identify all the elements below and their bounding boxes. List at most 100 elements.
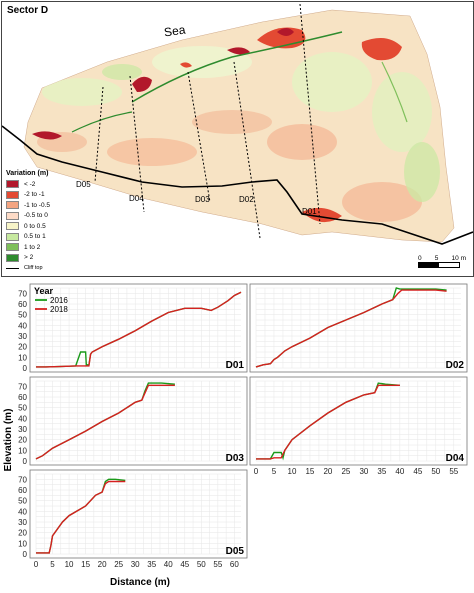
y-axis-title: Elevation (m) <box>3 409 14 472</box>
scale-bar: 0 5 10 m <box>418 255 466 268</box>
x-tick-label: 25 <box>114 560 123 569</box>
map-title: Sector D <box>7 5 49 16</box>
panel-frame <box>29 469 248 559</box>
x-tick-label: 25 <box>341 467 350 476</box>
legend-label: -0.5 to 0 <box>24 212 48 220</box>
legend-swatch <box>6 253 19 262</box>
map-frame: Sector D Sea D05 D04 D03 D02 D01 Variati… <box>1 1 474 277</box>
series-line-2018 <box>36 291 242 368</box>
panel-label: D05 <box>226 546 245 557</box>
legend-label: 0.5 to 1 <box>24 233 46 241</box>
legend-item: 1 to 2 <box>6 242 50 253</box>
y-tick-label: 70 <box>18 382 27 391</box>
x-tick-label: 35 <box>147 560 156 569</box>
panel-label: D02 <box>446 360 465 371</box>
scale-label: 5 <box>434 255 439 262</box>
map-legend: Variation (m) < -2 -2 to -1 -1 to -0.5 -… <box>6 170 50 274</box>
legend-item: > 2 <box>6 253 50 264</box>
sea-label: Sea <box>163 22 187 40</box>
legend-label: 1 to 2 <box>24 243 41 251</box>
chart-panel-d02: D02 <box>249 283 468 373</box>
legend-swatch <box>6 232 19 241</box>
panel-label: D03 <box>226 453 245 464</box>
x-tick-label: 30 <box>131 560 140 569</box>
x-tick-label: 20 <box>323 467 332 476</box>
chart-panel-d01: D01 <box>29 283 248 373</box>
series-line-2018 <box>255 289 447 368</box>
profile-label-d03: D03 <box>195 195 210 204</box>
y-tick-label: 20 <box>18 343 27 352</box>
y-tick-label: 30 <box>18 332 27 341</box>
profile-charts: D01 D02 D03 D04 D05 0 10 20 30 40 50 60 70 0 10 20 30 40 5… <box>0 280 474 588</box>
x-tick-label: 5 <box>50 560 55 569</box>
series-line-2018 <box>256 384 400 460</box>
chart-panel-d04: D04 <box>249 376 468 466</box>
chart-panel-d05: D05 <box>29 469 248 559</box>
legend-item: 0.5 to 1 <box>6 232 50 243</box>
y-tick-label: 20 <box>18 436 27 445</box>
y-tick-label: 70 <box>18 289 27 298</box>
x-tick-label: 35 <box>377 467 386 476</box>
profile-label-d05: D05 <box>76 180 91 189</box>
panel-frame <box>249 283 468 373</box>
x-tick-label: 55 <box>449 467 458 476</box>
cliff-top-line-icon <box>6 267 19 269</box>
legend-swatch <box>6 190 19 199</box>
legend-swatch <box>6 180 19 189</box>
x-tick-label: 40 <box>164 560 173 569</box>
chart-legend-title: Year <box>34 286 54 296</box>
panel-frame <box>29 376 248 466</box>
legend-label: -2 to -1 <box>24 191 45 199</box>
series-line-2018 <box>35 384 175 460</box>
x-tick-label: 10 <box>288 467 297 476</box>
y-tick-label: 60 <box>18 486 27 495</box>
y-tick-label: 10 <box>18 353 27 362</box>
x-tick-label: 50 <box>197 560 206 569</box>
panel-label: D01 <box>226 360 245 371</box>
legend-swatch <box>6 211 19 220</box>
legend-item: -2 to -1 <box>6 190 50 201</box>
y-tick-label: 0 <box>23 364 28 373</box>
x-tick-label: 15 <box>81 560 90 569</box>
scale-label: 10 m <box>451 255 466 262</box>
series-line-2018 <box>36 480 126 554</box>
legend-swatch <box>6 243 19 252</box>
y-tick-label: 50 <box>18 404 27 413</box>
x-tick-label: 40 <box>395 467 404 476</box>
legend-item: 0 to 0.5 <box>6 221 50 232</box>
chart-panel-d03: D03 <box>29 376 248 466</box>
x-tick-label: 20 <box>98 560 107 569</box>
y-tick-label: 0 <box>23 550 28 559</box>
y-tick-label: 40 <box>18 321 27 330</box>
y-tick-label: 30 <box>18 425 27 434</box>
legend-item: -0.5 to 0 <box>6 211 50 222</box>
x-tick-label: 5 <box>272 467 277 476</box>
panel-label: D04 <box>446 453 465 464</box>
x-tick-label: 30 <box>359 467 368 476</box>
y-tick-label: 60 <box>18 300 27 309</box>
variation-map <box>2 3 473 245</box>
legend-label: Cliff top <box>24 265 43 272</box>
y-tick-label: 30 <box>18 518 27 527</box>
legend-swatch <box>6 201 19 210</box>
x-tick-label: 10 <box>65 560 74 569</box>
legend-item: -1 to -0.5 <box>6 200 50 211</box>
x-tick-label: 0 <box>254 467 259 476</box>
legend-item-cliff-top: Cliff top <box>6 263 50 274</box>
y-tick-label: 40 <box>18 507 27 516</box>
scale-label: 0 <box>418 255 422 262</box>
legend-label: > 2 <box>24 254 34 262</box>
x-tick-label: 15 <box>305 467 314 476</box>
legend-label: < -2 <box>24 180 36 188</box>
y-tick-label: 0 <box>23 457 28 466</box>
y-tick-label: 50 <box>18 311 27 320</box>
legend-label: 0 to 0.5 <box>24 222 46 230</box>
x-tick-label: 0 <box>34 560 39 569</box>
chart-legend-label: 2018 <box>50 305 68 314</box>
profile-label-d04: D04 <box>129 194 144 203</box>
y-tick-label: 20 <box>18 529 27 538</box>
x-tick-label: 45 <box>180 560 189 569</box>
legend-label: -1 to -0.5 <box>24 201 51 209</box>
